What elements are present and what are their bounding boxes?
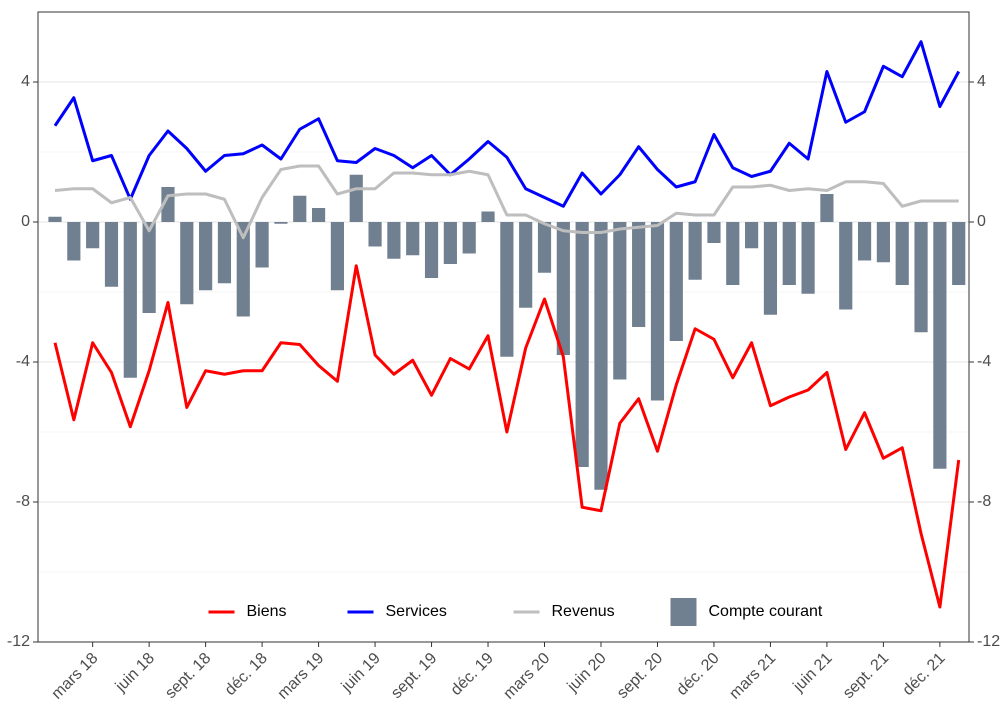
legend-label: Revenus bbox=[552, 603, 615, 620]
y2-tick-label: 4 bbox=[977, 73, 986, 90]
bar bbox=[801, 222, 815, 294]
x-tick-label: déc. 20 bbox=[674, 650, 723, 699]
bar bbox=[537, 222, 552, 273]
y2-tick-label: -8 bbox=[977, 493, 991, 510]
x-tick-label: mars 19 bbox=[275, 650, 328, 703]
legend-label: Services bbox=[386, 603, 447, 620]
x-tick-label: sept. 18 bbox=[162, 650, 214, 702]
bar bbox=[914, 222, 928, 333]
x-tick-label: déc. 21 bbox=[900, 650, 949, 699]
bar bbox=[330, 222, 344, 291]
bar bbox=[952, 222, 966, 285]
plot-frame bbox=[37, 11, 970, 643]
bar bbox=[86, 222, 100, 249]
bar bbox=[933, 222, 947, 469]
bar bbox=[255, 222, 269, 268]
y2-tick-label: -12 bbox=[977, 633, 1000, 650]
y-tick-label: -12 bbox=[7, 633, 30, 650]
y2-tick-label: 0 bbox=[977, 213, 986, 230]
y-tick-label: 4 bbox=[21, 73, 30, 90]
bar bbox=[443, 222, 457, 264]
y2-tick-label: -4 bbox=[977, 353, 991, 370]
bar bbox=[876, 222, 890, 263]
bar bbox=[311, 208, 326, 222]
bar bbox=[406, 222, 420, 256]
bar bbox=[745, 222, 759, 249]
bar bbox=[895, 222, 909, 285]
bar bbox=[481, 211, 495, 222]
x-tick-label: sept. 20 bbox=[614, 650, 666, 702]
bar bbox=[142, 222, 156, 313]
x-tick-label: mars 20 bbox=[500, 650, 553, 703]
bar bbox=[688, 222, 702, 280]
bar bbox=[594, 222, 608, 490]
x-tick-label: déc. 19 bbox=[448, 650, 497, 699]
bar bbox=[613, 222, 627, 380]
bar bbox=[67, 222, 81, 261]
bar bbox=[632, 222, 646, 327]
x-tick-label: juin 20 bbox=[564, 650, 610, 696]
bar bbox=[669, 222, 683, 341]
x-tick-label: juin 18 bbox=[112, 650, 158, 696]
x-tick-label: sept. 19 bbox=[388, 650, 440, 702]
x-tick-label: mars 21 bbox=[726, 650, 779, 703]
bar bbox=[387, 222, 401, 259]
line bbox=[53, 264, 961, 609]
bar bbox=[857, 222, 872, 261]
bar bbox=[707, 222, 721, 243]
line bbox=[53, 40, 961, 208]
bar bbox=[368, 222, 382, 247]
bar bbox=[556, 222, 570, 355]
legend-label: Biens bbox=[247, 603, 287, 620]
y-tick-label: -8 bbox=[16, 493, 30, 510]
legend-swatch bbox=[670, 598, 697, 626]
x-tick-label: déc. 18 bbox=[222, 650, 271, 699]
bar bbox=[650, 222, 665, 401]
y-tick-label: -4 bbox=[16, 353, 30, 370]
bar bbox=[123, 222, 137, 378]
bar bbox=[236, 222, 250, 317]
bar bbox=[726, 222, 740, 285]
x-tick-label: sept. 21 bbox=[840, 650, 892, 702]
legend: Biens Services Revenus Compte courant bbox=[208, 598, 823, 626]
x-tick-label: juin 19 bbox=[338, 650, 384, 696]
bar bbox=[782, 222, 796, 285]
bar bbox=[575, 222, 589, 467]
bar bbox=[293, 195, 307, 222]
bar bbox=[424, 222, 439, 278]
bar bbox=[48, 216, 62, 222]
bar bbox=[104, 222, 119, 287]
bar bbox=[462, 222, 476, 254]
x-tick-label: mars 18 bbox=[49, 650, 102, 703]
line bbox=[54, 164, 959, 240]
bar bbox=[199, 222, 213, 291]
bar bbox=[217, 222, 232, 284]
bar bbox=[519, 222, 533, 308]
bar bbox=[274, 222, 288, 224]
legend-label: Compte courant bbox=[709, 603, 823, 620]
bar bbox=[180, 222, 194, 305]
y-tick-label: 0 bbox=[21, 213, 30, 230]
bar bbox=[349, 174, 363, 222]
bar bbox=[763, 222, 778, 315]
bar bbox=[820, 194, 834, 222]
bar bbox=[500, 222, 514, 357]
x-tick-label: juin 21 bbox=[790, 650, 836, 696]
bar bbox=[839, 222, 853, 310]
